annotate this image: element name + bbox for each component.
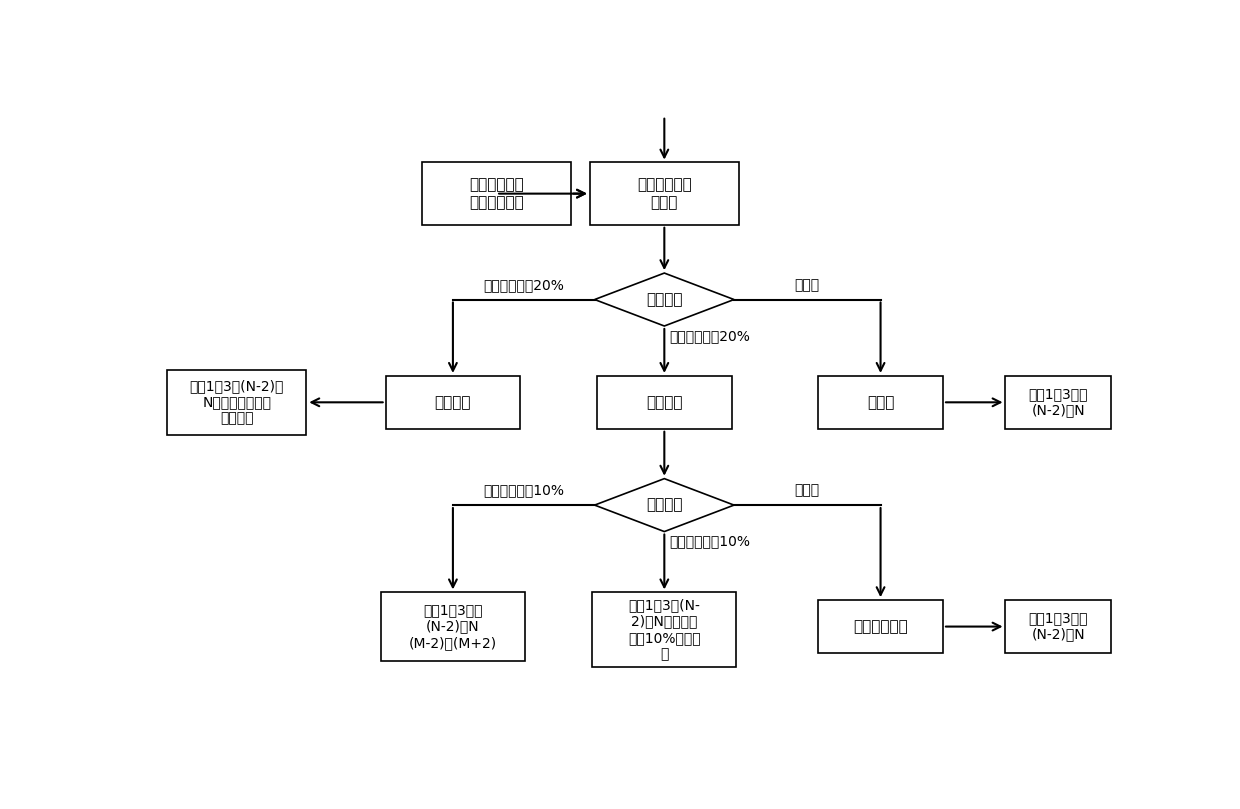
- Text: 少于信号带宽10%: 少于信号带宽10%: [484, 484, 564, 498]
- Text: 标记1～3、(N-2)～
N以及超过低门槛
的频率点: 标记1～3、(N-2)～ N以及超过低门槛 的频率点: [190, 379, 284, 426]
- FancyBboxPatch shape: [422, 163, 570, 225]
- Text: 多于信号带宽10%: 多于信号带宽10%: [670, 535, 750, 549]
- Text: 标记1～3以及
(N-2)～N: 标记1～3以及 (N-2)～N: [1029, 612, 1087, 642]
- Text: 多于信号带宽20%: 多于信号带宽20%: [670, 329, 750, 343]
- FancyBboxPatch shape: [590, 163, 739, 225]
- FancyBboxPatch shape: [386, 376, 521, 429]
- FancyBboxPatch shape: [381, 592, 525, 661]
- FancyBboxPatch shape: [593, 592, 737, 667]
- FancyBboxPatch shape: [1006, 376, 1111, 429]
- Text: 存在干扰: 存在干扰: [435, 395, 471, 410]
- Text: 无超过: 无超过: [795, 484, 820, 498]
- Text: 标记1～3以及
(N-2)～N
(M-2)～(M+2): 标记1～3以及 (N-2)～N (M-2)～(M+2): [409, 604, 497, 650]
- Polygon shape: [595, 273, 734, 326]
- FancyBboxPatch shape: [596, 376, 732, 429]
- Text: 少于信号带宽20%: 少于信号带宽20%: [484, 278, 564, 292]
- FancyBboxPatch shape: [818, 600, 942, 653]
- Text: 只有宽带干扰: 只有宽带干扰: [853, 619, 908, 634]
- FancyBboxPatch shape: [1006, 600, 1111, 653]
- Text: 无干扰: 无干扰: [795, 278, 820, 292]
- Text: 统计通过门槛
的数目: 统计通过门槛 的数目: [637, 177, 692, 210]
- Text: 存在干扰: 存在干扰: [646, 395, 682, 410]
- FancyBboxPatch shape: [818, 376, 942, 429]
- Text: 标记1～3、(N-
2)～N以及功率
最大10%的频率
点: 标记1～3、(N- 2)～N以及功率 最大10%的频率 点: [627, 599, 701, 661]
- Text: 较高门槛: 较高门槛: [646, 498, 682, 513]
- Text: 标记1～3以及
(N-2)～N: 标记1～3以及 (N-2)～N: [1029, 388, 1087, 417]
- Polygon shape: [595, 479, 734, 532]
- Text: 无干扰: 无干扰: [867, 395, 894, 410]
- Text: 按几何增长的
数值设定门槛: 按几何增长的 数值设定门槛: [469, 177, 523, 210]
- Text: 较低门槛: 较低门槛: [646, 292, 682, 307]
- FancyBboxPatch shape: [167, 370, 306, 435]
